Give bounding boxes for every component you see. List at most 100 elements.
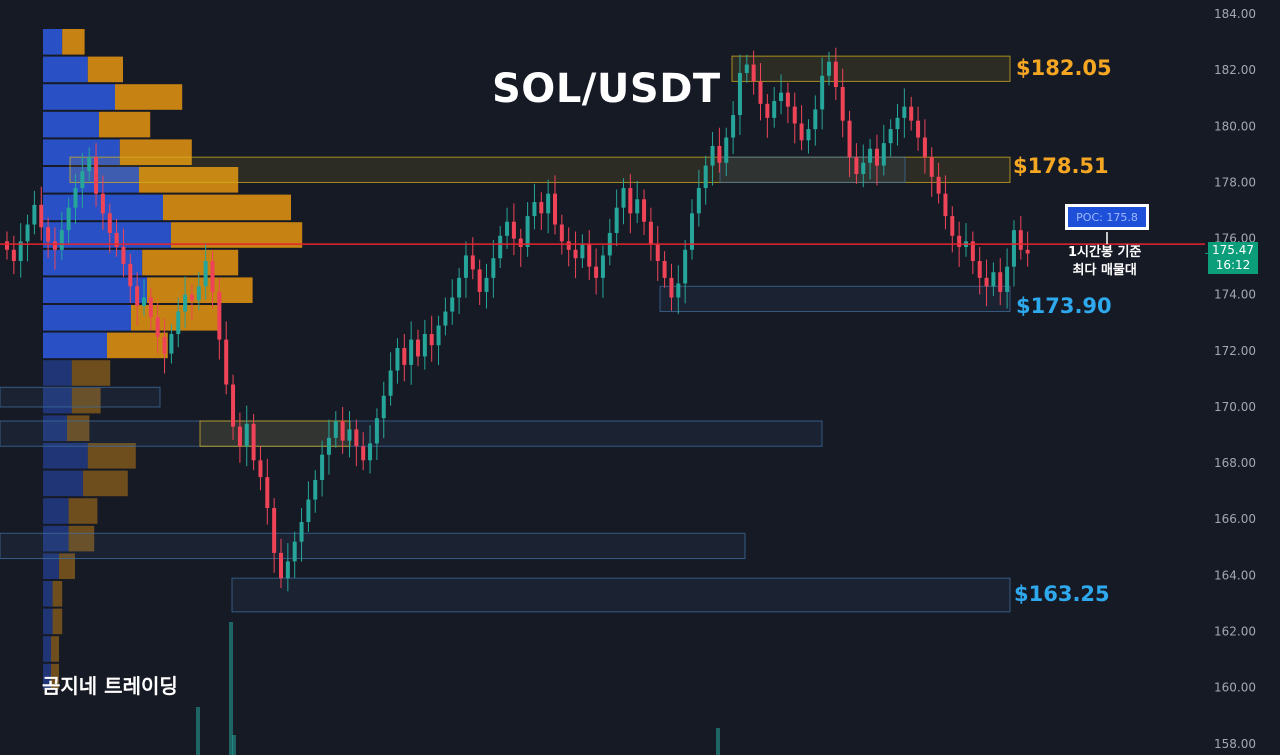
candle-body [737, 72, 742, 116]
candle-body [546, 193, 551, 214]
candle-body [539, 202, 544, 214]
candle-body [66, 207, 71, 231]
profile-buy-bar [43, 525, 69, 552]
profile-sell-bar [51, 663, 59, 690]
candle-body [361, 446, 366, 461]
candle-body [957, 235, 962, 247]
level-label-182: $182.05 [1016, 56, 1112, 80]
candle-body [87, 157, 92, 172]
candle-body [532, 202, 537, 217]
candle-body [751, 64, 756, 82]
candle-body [381, 395, 386, 419]
candle-body [779, 92, 784, 102]
candle-countdown: 16:12 [1215, 258, 1251, 272]
candle-body [477, 269, 482, 292]
candle-body [929, 157, 934, 177]
candle-body [333, 421, 338, 438]
level-zone [231, 577, 1011, 613]
y-tick-label: 182.00 [1214, 63, 1256, 77]
candle-body [313, 479, 318, 500]
profile-sell-bar [51, 636, 59, 662]
candle-body [580, 244, 585, 259]
candle-body [806, 129, 811, 141]
profile-buy-bar [43, 415, 67, 441]
poc-badge: POC: 175.8 [1065, 204, 1149, 230]
candle-body [525, 216, 530, 247]
candle-body [457, 277, 462, 298]
candle-body [916, 120, 921, 138]
candle-body [203, 261, 208, 287]
y-tick-label: 172.00 [1214, 344, 1256, 358]
candle-body [224, 339, 229, 385]
candle-body [5, 241, 9, 250]
level-label-163: $163.25 [1014, 582, 1110, 606]
candle-body [94, 157, 99, 194]
profile-buy-bar [43, 498, 69, 524]
candle-body [847, 120, 852, 158]
profile-buy-bar [43, 84, 115, 110]
candle-body [628, 188, 633, 214]
candle-body [662, 261, 667, 278]
profile-buy-bar [43, 56, 88, 83]
candle-body [46, 227, 51, 242]
candle-body [594, 266, 599, 278]
candle-body [340, 421, 345, 441]
candle-body [402, 348, 407, 365]
profile-sell-bar [67, 415, 90, 441]
candle-body [518, 238, 523, 247]
profile-buy-bar [43, 443, 88, 469]
level-zone [0, 386, 161, 408]
candle-body [326, 437, 331, 455]
candle-body [265, 477, 270, 509]
level-zones [0, 55, 1011, 613]
candle-body [73, 188, 78, 208]
candle-body [491, 258, 496, 278]
profile-buy-bar [43, 636, 51, 662]
candle-body [470, 255, 475, 270]
candlesticks [5, 47, 1030, 592]
candle-body [600, 255, 605, 278]
candle-body [676, 283, 681, 298]
candle-body [621, 188, 626, 208]
profile-sell-bar [52, 608, 63, 635]
candle-body [142, 297, 146, 306]
profile-buy-bar [43, 167, 139, 193]
y-tick-label: 174.00 [1214, 288, 1256, 302]
profile-buy-bar [43, 29, 63, 55]
profile-sell-bar [87, 443, 136, 469]
candle-body [1011, 230, 1016, 267]
candle-body [292, 541, 297, 562]
profile-buy-bar [43, 387, 72, 414]
candle-body [511, 221, 516, 239]
candle-body [827, 61, 831, 76]
profile-sell-bar [62, 29, 85, 55]
profile-sell-bar [119, 139, 192, 165]
candle-body [18, 241, 23, 262]
candle-body [881, 143, 886, 166]
candle-body [395, 348, 400, 371]
candle-body [861, 162, 866, 175]
candle-body [416, 339, 420, 357]
profile-sell-bar [131, 305, 219, 331]
profile-sell-bar [52, 581, 63, 607]
level-zone [731, 55, 1011, 82]
volume-bar [232, 735, 236, 755]
y-tick-label: 158.00 [1214, 737, 1256, 751]
profile-sell-bar [87, 56, 123, 83]
candle-body [909, 106, 914, 121]
candle-body [792, 106, 797, 124]
candle-body [189, 294, 194, 301]
candle-body [635, 199, 640, 214]
profile-buy-bar [43, 553, 59, 579]
profile-buy-bar [43, 111, 99, 138]
profile-sell-bar [142, 249, 239, 276]
candle-body [80, 171, 85, 189]
candle-body [299, 522, 304, 542]
profile-sell-bar [68, 498, 98, 524]
candle-body [306, 499, 311, 523]
candle-body [498, 235, 503, 259]
profile-sell-bar [59, 553, 75, 579]
candle-body [107, 213, 112, 233]
candle-body [100, 193, 105, 214]
